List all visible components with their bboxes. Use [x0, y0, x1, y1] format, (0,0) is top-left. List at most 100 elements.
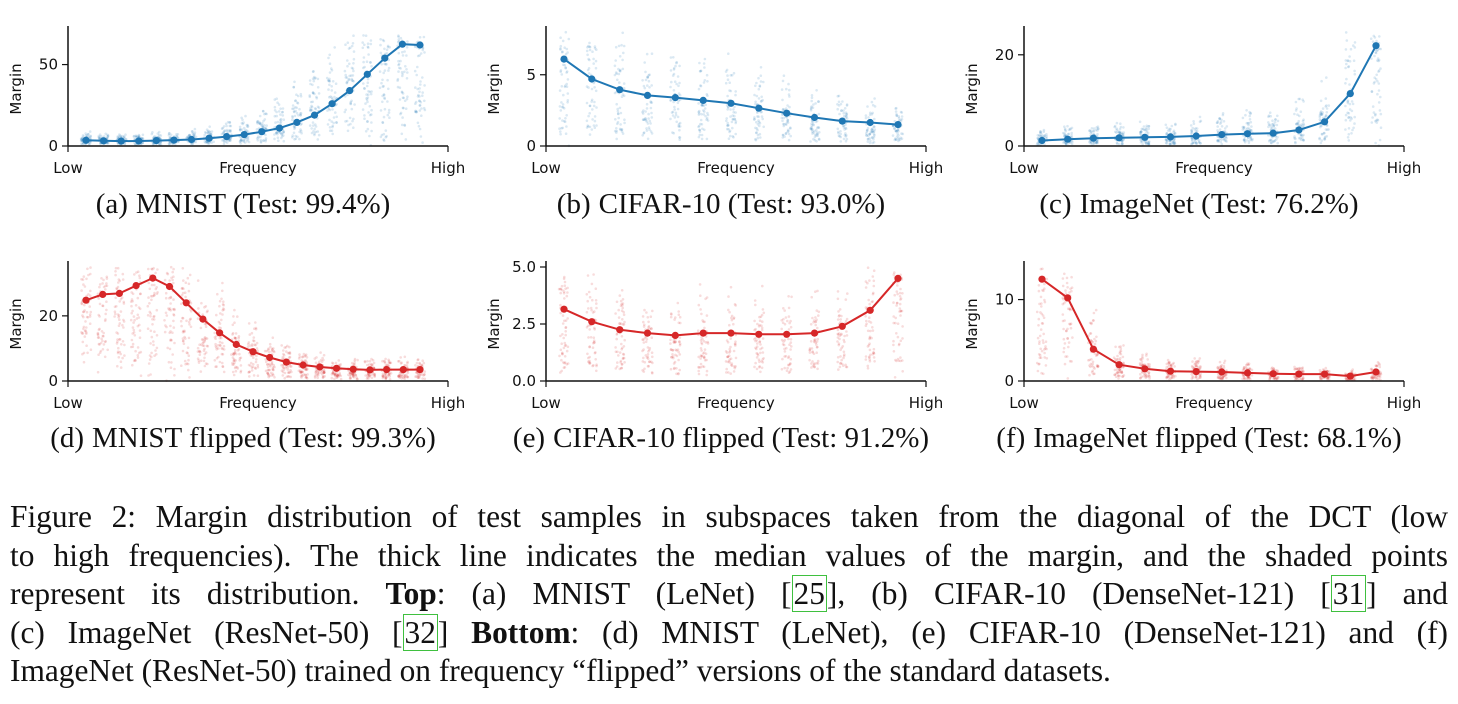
distribution-point: [565, 85, 569, 88]
distribution-point: [725, 117, 728, 120]
distribution-point: [619, 361, 622, 364]
distribution-point: [131, 342, 135, 346]
distribution-point: [864, 116, 868, 120]
distribution-point: [620, 366, 624, 370]
distribution-point: [560, 105, 564, 109]
distribution-point: [104, 318, 107, 321]
distribution-point: [560, 358, 563, 362]
distribution-point: [181, 286, 184, 290]
distribution-point: [698, 283, 702, 286]
distribution-point: [1043, 300, 1047, 304]
distribution-point: [674, 340, 678, 344]
distribution-point: [643, 118, 646, 122]
distribution-point: [728, 130, 731, 134]
distribution-point: [151, 142, 155, 146]
distribution-point: [782, 116, 785, 120]
distribution-point: [400, 70, 404, 74]
distribution-point: [563, 64, 567, 67]
distribution-point: [842, 109, 845, 112]
distribution-point: [726, 74, 729, 77]
distribution-point: [189, 308, 192, 311]
distribution-point: [873, 134, 876, 137]
distribution-point: [233, 361, 236, 365]
distribution-point: [843, 340, 846, 344]
distribution-point: [671, 114, 675, 117]
distribution-point: [138, 307, 142, 311]
distribution-point: [402, 373, 406, 377]
distribution-point: [864, 280, 868, 283]
distribution-point: [117, 135, 121, 139]
distribution-point: [621, 67, 625, 71]
distribution-point: [725, 351, 729, 354]
distribution-point: [622, 310, 625, 314]
distribution-point: [366, 100, 369, 104]
distribution-point: [1038, 353, 1042, 357]
distribution-point: [1094, 128, 1098, 132]
distribution-point: [900, 132, 903, 135]
distribution-point: [147, 362, 151, 365]
distribution-point: [116, 313, 120, 316]
distribution-point: [1144, 373, 1147, 377]
distribution-point: [187, 133, 191, 137]
median-point: [727, 99, 735, 107]
distribution-point: [1245, 109, 1248, 112]
distribution-point: [104, 340, 107, 343]
distribution-point: [270, 347, 274, 351]
distribution-point: [206, 141, 209, 145]
distribution-point: [224, 122, 228, 126]
distribution-point: [347, 369, 351, 373]
distribution-point: [810, 362, 813, 365]
distribution-point: [418, 95, 421, 98]
distribution-point: [816, 326, 819, 330]
distribution-point: [563, 361, 566, 365]
distribution-point: [868, 132, 871, 136]
distribution-point: [845, 330, 848, 333]
distribution-point: [697, 365, 700, 369]
distribution-point: [760, 366, 764, 370]
distribution-point: [1245, 139, 1249, 142]
distribution-point: [813, 138, 817, 142]
distribution-point: [1349, 116, 1352, 119]
distribution-point: [895, 129, 898, 133]
distribution-point: [233, 352, 236, 355]
distribution-point: [587, 44, 590, 48]
distribution-point: [316, 130, 320, 133]
distribution-point: [397, 70, 400, 73]
median-point: [383, 366, 391, 374]
distribution-point: [246, 136, 250, 140]
distribution-point: [353, 361, 356, 365]
distribution-point: [282, 354, 286, 357]
distribution-point: [116, 351, 120, 355]
distribution-point: [702, 104, 706, 107]
distribution-point: [81, 278, 85, 281]
distribution-point: [845, 104, 849, 107]
distribution-point: [313, 107, 317, 110]
distribution-point: [185, 362, 189, 365]
median-point: [398, 40, 406, 48]
distribution-point: [1141, 143, 1144, 146]
distribution-point: [256, 135, 260, 138]
distribution-point: [1089, 129, 1093, 133]
distribution-point: [1347, 65, 1350, 69]
distribution-point: [1035, 143, 1039, 146]
distribution-point: [673, 108, 676, 111]
distribution-point: [816, 337, 820, 341]
distribution-point: [620, 309, 624, 312]
distribution-point: [289, 369, 292, 372]
distribution-point: [562, 361, 565, 364]
distribution-point: [311, 70, 315, 73]
distribution-point: [252, 374, 256, 377]
distribution-point: [263, 124, 266, 127]
distribution-point: [270, 349, 274, 353]
distribution-point: [1121, 366, 1125, 369]
distribution-point: [85, 277, 88, 281]
distribution-point: [388, 46, 392, 49]
distribution-point: [592, 273, 595, 276]
distribution-point: [119, 297, 123, 301]
distribution-point: [333, 373, 336, 376]
distribution-point: [1320, 79, 1323, 83]
distribution-point: [277, 103, 281, 106]
distribution-point: [280, 369, 284, 372]
distribution-point: [386, 45, 390, 49]
distribution-point: [218, 343, 222, 347]
